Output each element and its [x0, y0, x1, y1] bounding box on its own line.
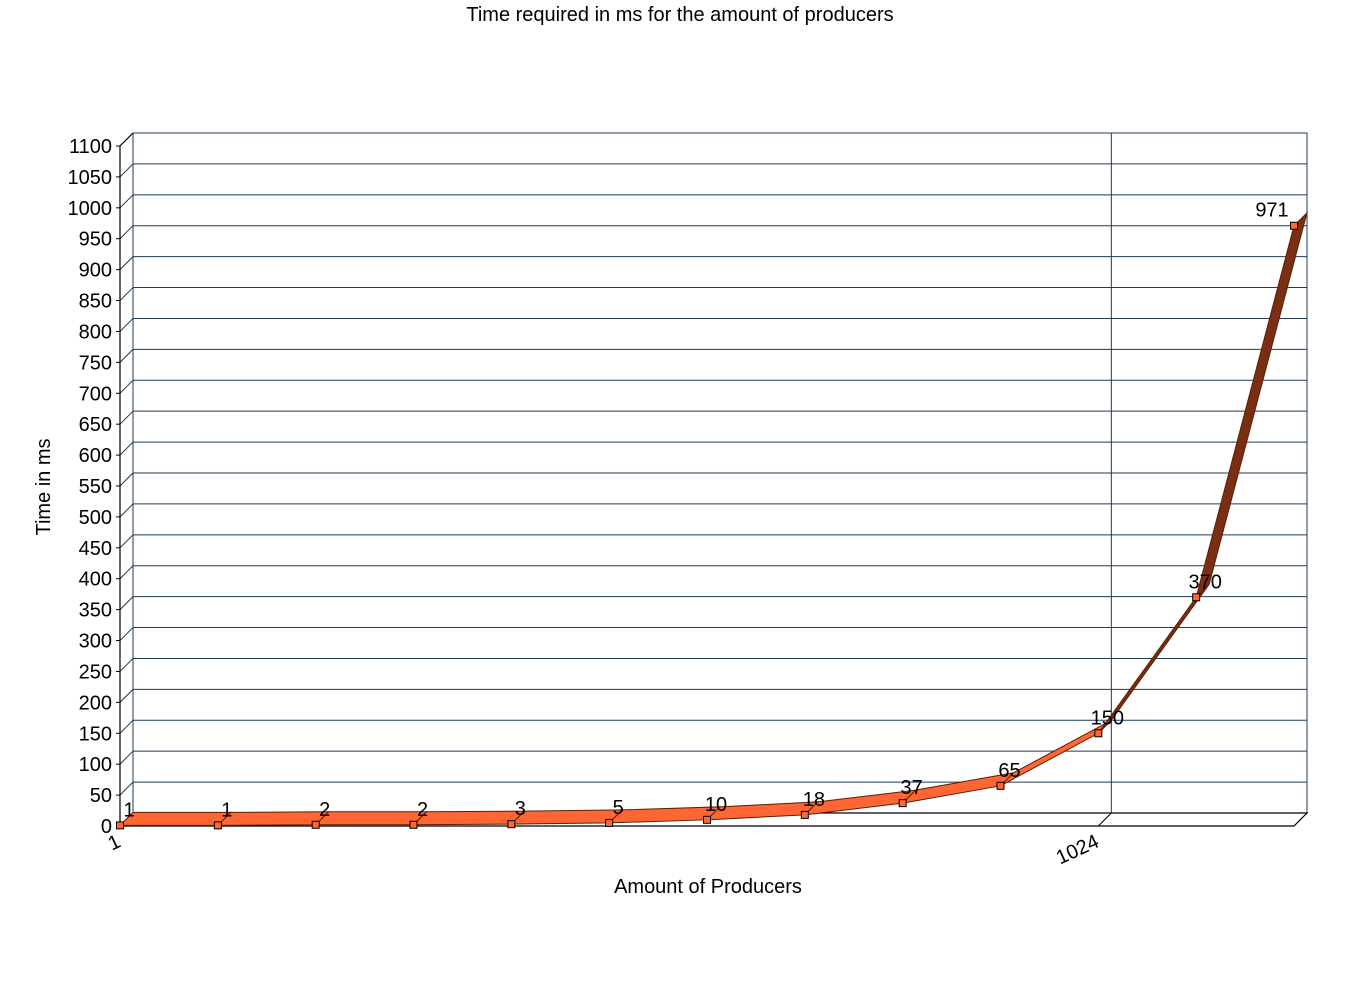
left-wall-gridline [119, 596, 134, 610]
left-wall-gridline [119, 225, 134, 240]
y-tick-label: 650 [79, 414, 112, 436]
left-wall-gridline [119, 534, 134, 549]
data-point [213, 821, 222, 830]
left-wall-gridline [119, 658, 134, 672]
data-point [1290, 221, 1298, 230]
left-wall-top [119, 132, 134, 147]
data-label: 1 [221, 799, 232, 821]
data-label: 65 [998, 760, 1020, 782]
data-label: 37 [901, 777, 923, 799]
data-label: 1 [123, 799, 134, 821]
y-tick-label: 950 [79, 229, 112, 251]
data-label: 10 [705, 794, 727, 816]
data-point [409, 820, 418, 829]
data-label: 971 [1255, 200, 1288, 222]
data-point [703, 815, 711, 824]
data-label: 5 [613, 797, 624, 819]
left-wall-gridline [119, 627, 134, 641]
left-wall-gridline [119, 194, 134, 209]
left-wall-gridline [119, 163, 134, 178]
y-tick-label: 0 [101, 816, 112, 838]
data-label: 3 [515, 798, 526, 820]
data-point [800, 810, 809, 819]
data-label: 150 [1091, 707, 1124, 729]
y-tick-label: 750 [79, 352, 112, 374]
left-wall-gridline [119, 256, 134, 270]
left-wall-gridline [119, 503, 134, 518]
y-tick-label: 1050 [68, 167, 113, 189]
y-tick-label: 350 [79, 600, 112, 622]
left-wall-gridline [119, 349, 134, 363]
left-wall-gridline [119, 781, 134, 796]
left-wall-gridline [119, 318, 134, 332]
data-point [311, 820, 320, 829]
left-wall-gridline [119, 410, 134, 425]
data-point [507, 820, 516, 829]
y-tick-label: 300 [79, 631, 112, 653]
y-tick-label: 550 [79, 476, 112, 498]
y-tick-label: 250 [79, 661, 112, 683]
y-axis-title: Time in ms [33, 438, 55, 535]
ribbon-segment [1195, 211, 1308, 599]
data-label: 2 [319, 799, 330, 821]
left-wall-gridline [119, 287, 134, 301]
data-point [1094, 729, 1103, 738]
y-tick-label: 50 [90, 785, 112, 807]
left-wall-gridline [119, 689, 134, 703]
data-label: 370 [1188, 571, 1221, 593]
floor-gridline [1097, 812, 1112, 827]
plot-area: 0 50 100 150 200 250 300 350 400 450 500 550 600 650 7… [68, 132, 1309, 870]
data-point [1192, 593, 1201, 602]
data-point [605, 818, 614, 827]
y-tick-label: 600 [79, 445, 112, 467]
left-wall-gridline [119, 719, 134, 734]
y-tick-label: 200 [79, 692, 112, 714]
y-tick-label: 100 [79, 754, 112, 776]
left-wall-gridline [119, 750, 134, 765]
data-point [898, 799, 907, 808]
y-tick-label: 850 [79, 291, 112, 313]
x-tick-label: 1 [105, 831, 124, 856]
y-tick-label: 500 [79, 507, 112, 529]
chart-title: Time required in ms for the amount of pr… [466, 4, 893, 26]
y-tick-label: 1100 [69, 136, 112, 158]
left-wall-gridline [119, 472, 134, 487]
y-tick-label: 1000 [68, 198, 113, 220]
y-tick-label: 150 [79, 723, 112, 745]
data-point [116, 821, 124, 830]
data-label: 18 [803, 789, 825, 811]
y-tick-label: 900 [79, 260, 112, 282]
x-axis-title: Amount of Producers [614, 876, 802, 898]
y-tick-label: 800 [79, 321, 112, 343]
data-point [996, 781, 1005, 790]
left-wall-gridline [119, 565, 134, 580]
data-label: 2 [417, 799, 428, 821]
y-tick-label: 450 [79, 538, 112, 560]
x-tick-label: 1024 [1053, 831, 1103, 870]
y-tick-label: 400 [79, 569, 112, 591]
left-wall-gridline [119, 379, 134, 394]
y-tick-label: 700 [79, 383, 112, 405]
left-wall-gridline [119, 441, 134, 456]
